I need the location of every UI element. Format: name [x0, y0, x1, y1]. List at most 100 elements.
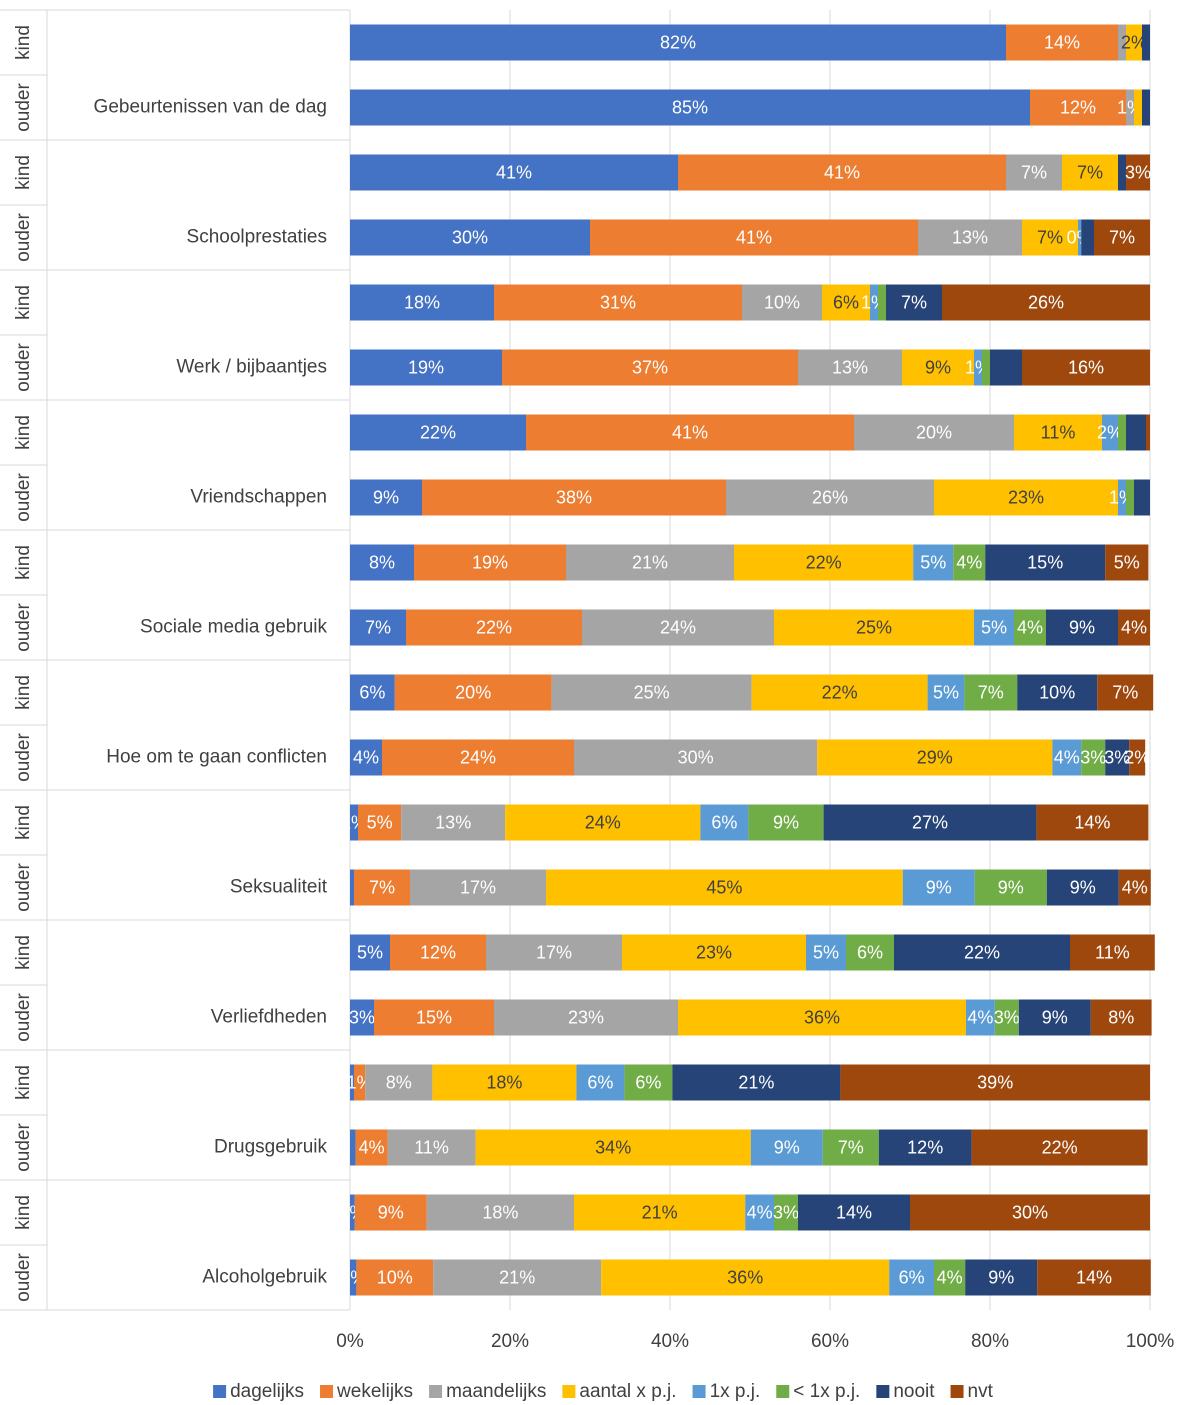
- value-label: 20%: [455, 682, 491, 702]
- sub-label: ouder: [13, 473, 34, 522]
- bar-segment: [350, 154, 678, 191]
- bar-segment: [878, 284, 886, 321]
- bar-segment: [1142, 24, 1150, 61]
- bar-segment: [1126, 24, 1142, 61]
- bar-segment: [1118, 24, 1126, 61]
- group-label: Drugsgebruik: [214, 1137, 327, 1158]
- bar-segment: [551, 674, 752, 711]
- value-label: 14%: [1076, 1267, 1112, 1287]
- value-label: 36%: [804, 1007, 840, 1027]
- legend-label: nooit: [893, 1381, 935, 1402]
- bar-segment: [414, 544, 566, 581]
- bar-segment: [354, 1194, 427, 1231]
- value-label: 21%: [632, 552, 668, 572]
- value-label: 5%: [357, 942, 383, 962]
- bar-segment: [350, 674, 395, 711]
- bar-segment: [672, 1064, 841, 1101]
- bar-segment: [350, 1259, 357, 1296]
- bar-segment: [1118, 154, 1126, 191]
- bar-segment: [354, 1064, 366, 1101]
- bar-segment: [1078, 219, 1082, 256]
- bar-segment: [774, 1194, 798, 1231]
- bar-segment: [526, 414, 854, 451]
- bar-segment: [382, 739, 574, 776]
- sub-label: ouder: [13, 733, 34, 782]
- group-label: Werk / bijbaantjes: [176, 357, 327, 378]
- value-label: 23%: [1008, 487, 1044, 507]
- bar-segment: [1118, 609, 1150, 646]
- legend-item: 1x p.j.: [692, 1381, 760, 1402]
- value-label: 34%: [595, 1137, 631, 1157]
- value-label: 3%: [773, 1202, 799, 1222]
- sub-label: ouder: [13, 213, 34, 262]
- bar-segment: [356, 1259, 434, 1296]
- bar-segment: [934, 1259, 966, 1296]
- bar-segment: [432, 1064, 577, 1101]
- legend-item: < 1x p.j.: [776, 1381, 860, 1402]
- sub-label: kind: [13, 155, 34, 190]
- value-label: 13%: [435, 812, 471, 832]
- value-label: 12%: [420, 942, 456, 962]
- value-label: 9%: [1070, 877, 1096, 897]
- bar-segment: [678, 154, 1006, 191]
- value-label: 26%: [812, 487, 848, 507]
- bar-segment: [966, 999, 995, 1036]
- bar-segment: [350, 1194, 355, 1231]
- value-label: 4%: [1054, 747, 1080, 767]
- value-label: 17%: [460, 877, 496, 897]
- value-label: 82%: [660, 32, 696, 52]
- value-label: 4%: [1017, 617, 1043, 637]
- value-label: 10%: [377, 1267, 413, 1287]
- bar-segment: [1146, 414, 1150, 451]
- value-label: 3%: [1125, 162, 1151, 182]
- value-label: 20%: [916, 422, 952, 442]
- sub-label: kind: [13, 415, 34, 450]
- bar-segment: [910, 1194, 1150, 1231]
- bar-segment: [1134, 479, 1150, 516]
- bar-segment: [574, 1194, 746, 1231]
- sub-label: kind: [13, 675, 34, 710]
- sub-label: ouder: [13, 1253, 34, 1302]
- value-label: 4%: [937, 1267, 963, 1287]
- bar-segment: [350, 804, 358, 841]
- value-label: 7%: [365, 617, 391, 637]
- bar-segment: [350, 414, 526, 451]
- value-label: 6%: [359, 682, 385, 702]
- bar-segment: [750, 1129, 823, 1166]
- bar-segment: [886, 284, 942, 321]
- legend-item: nvt: [950, 1381, 994, 1402]
- value-label: 25%: [856, 617, 892, 637]
- value-label: 6%: [711, 812, 737, 832]
- value-label: 4%: [747, 1202, 773, 1222]
- legend-swatch: [776, 1385, 790, 1398]
- value-label: 8%: [386, 1072, 412, 1092]
- value-label: 26%: [1028, 292, 1064, 312]
- group-label: Verliefdheden: [211, 1007, 327, 1028]
- bar-segment: [806, 934, 846, 971]
- legend-label: wekelijks: [336, 1381, 413, 1402]
- sub-label: kind: [13, 545, 34, 580]
- bar-segment: [846, 934, 894, 971]
- bar-segment: [1022, 219, 1078, 256]
- legend-label: maandelijks: [446, 1381, 546, 1402]
- value-label: 24%: [460, 747, 496, 767]
- bar-segment: [475, 1129, 751, 1166]
- x-tick-label: 100%: [1126, 1331, 1175, 1352]
- bar-segment: [918, 219, 1022, 256]
- bar-segment: [350, 544, 414, 581]
- bar-segment: [350, 89, 1030, 126]
- value-label: 5%: [981, 617, 1007, 637]
- bar-segment: [355, 1129, 388, 1166]
- bar-segment: [350, 219, 590, 256]
- value-label: 6%: [635, 1072, 661, 1092]
- value-label: 9%: [926, 877, 952, 897]
- bar-segment: [700, 804, 749, 841]
- bar-segment: [1014, 414, 1102, 451]
- bar-segment: [350, 24, 1006, 61]
- value-label: 18%: [486, 1072, 522, 1092]
- value-label: 5%: [367, 812, 393, 832]
- bar-segment: [1105, 739, 1130, 776]
- value-label: 41%: [496, 162, 532, 182]
- bar-segment: [1052, 739, 1082, 776]
- group-label: Sociale media gebruik: [140, 617, 327, 638]
